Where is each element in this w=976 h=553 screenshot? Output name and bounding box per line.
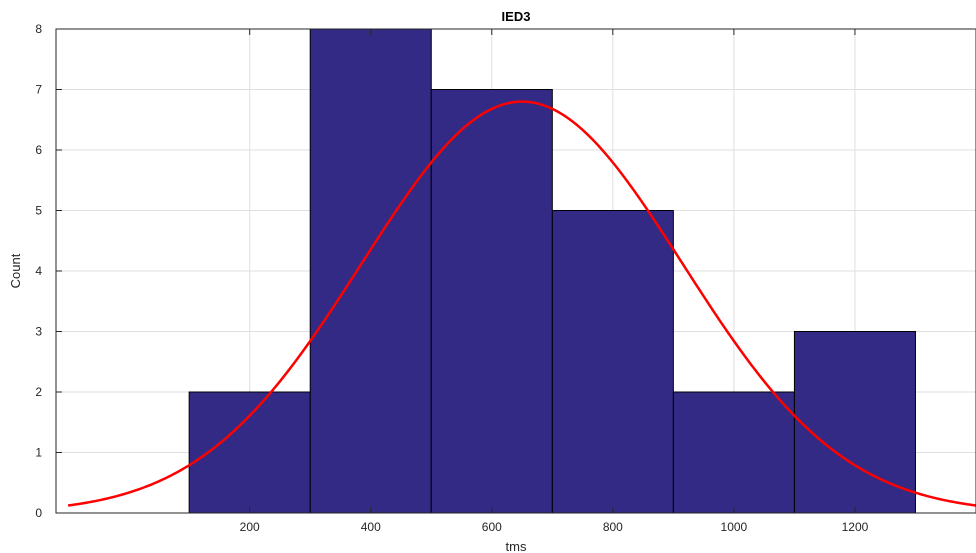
fit-curve-group xyxy=(67,100,976,507)
y-tick-label: 5 xyxy=(35,204,42,218)
histogram-bar xyxy=(793,331,916,514)
y-tick-label: 6 xyxy=(35,143,42,157)
y-tick-label: 0 xyxy=(35,506,42,520)
y-tick-labels: 0 1 2 3 4 5 6 7 8 xyxy=(35,22,42,520)
x-tick-labels: 200 400 600 800 1000 1200 xyxy=(240,520,869,534)
histogram-bar xyxy=(188,391,311,514)
histogram-bars xyxy=(188,28,916,514)
histogram-bar xyxy=(309,28,432,514)
x-tick-label: 800 xyxy=(603,520,623,534)
axes xyxy=(55,28,976,514)
y-tick-label: 3 xyxy=(35,325,42,339)
x-axis-label: tms xyxy=(506,539,527,553)
x-tick-label: 1000 xyxy=(721,520,748,534)
y-tick-label: 7 xyxy=(35,83,42,97)
normal-fit-curve xyxy=(67,100,976,507)
histogram-bar xyxy=(430,89,553,514)
y-tick-label: 4 xyxy=(35,264,42,278)
y-tick-label: 8 xyxy=(35,22,42,36)
histogram-bar xyxy=(672,391,795,514)
x-tick-label: 600 xyxy=(482,520,502,534)
y-tick-label: 1 xyxy=(35,446,42,460)
x-tick-label: 1200 xyxy=(842,520,869,534)
chart-title: IED3 xyxy=(502,9,531,24)
histogram-bar xyxy=(551,210,674,514)
y-tick-label: 2 xyxy=(35,385,42,399)
y-axis-label: Count xyxy=(8,253,23,288)
x-tick-label: 400 xyxy=(361,520,381,534)
x-tick-label: 200 xyxy=(240,520,260,534)
